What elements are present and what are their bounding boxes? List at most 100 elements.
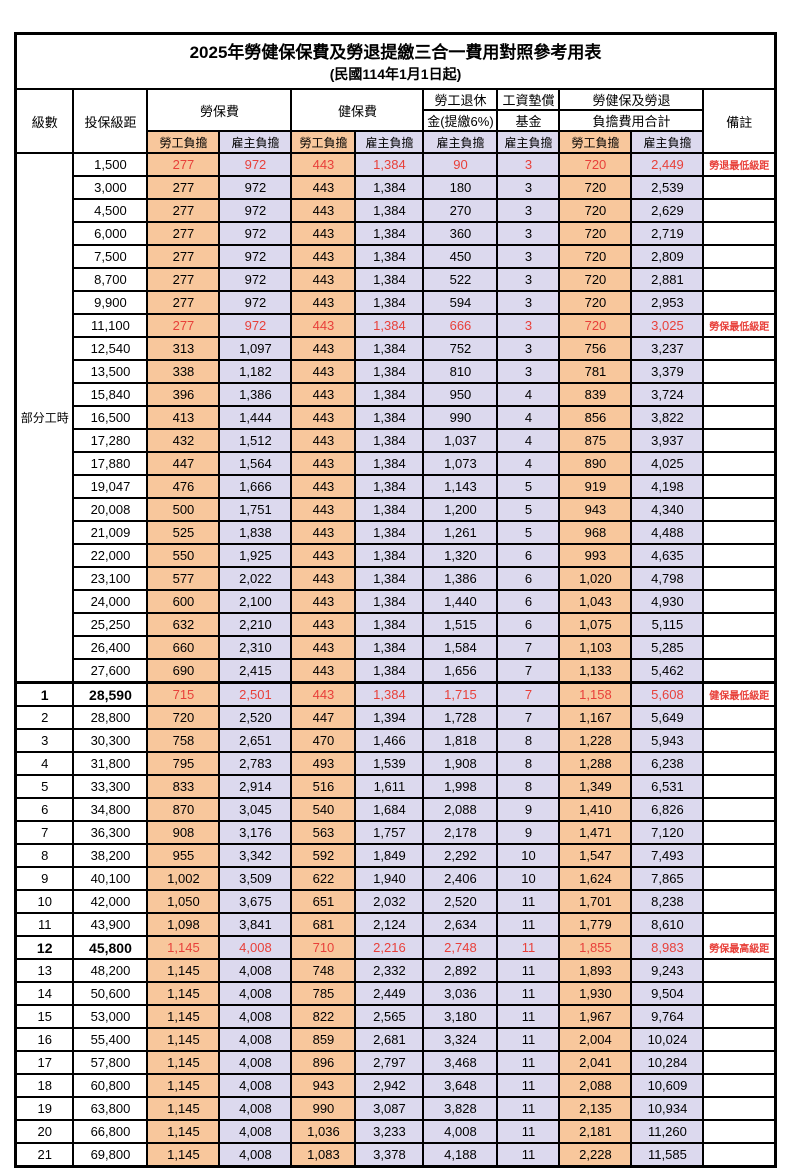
total-self-cell: 720 (558, 221, 633, 246)
health-self-cell: 990 (290, 1096, 357, 1121)
health-employer-cell: 3,378 (354, 1142, 425, 1168)
health-employer-cell: 1,384 (354, 313, 425, 338)
health-employer-cell: 2,681 (354, 1027, 425, 1052)
wage-fund-employer-cell: 3 (496, 152, 561, 177)
health-self-cell: 443 (290, 221, 357, 246)
health-self-cell: 443 (290, 175, 357, 200)
total-employer-cell: 2,953 (630, 290, 705, 315)
bracket-cell: 26,400 (72, 635, 149, 660)
labor-self-cell: 447 (146, 451, 221, 476)
labor-employer-cell: 4,008 (218, 935, 293, 960)
wage-fund-employer-cell: 3 (496, 198, 561, 223)
table-row: 19 63,800 1,145 4,008 990 3,087 3,828 11… (14, 1096, 777, 1121)
bracket-cell: 4,500 (72, 198, 149, 223)
header-note: 備註 (702, 88, 777, 154)
note-cell (702, 290, 777, 315)
bracket-cell: 24,000 (72, 589, 149, 614)
pension-employer-cell: 950 (422, 382, 499, 407)
note-cell (702, 843, 777, 868)
header-bracket: 投保級距 (72, 88, 149, 154)
total-self-cell: 1,228 (558, 728, 633, 753)
subheader-health-self: 勞工負擔 (290, 130, 357, 154)
table-row: 25,250 632 2,210 443 1,384 1,515 6 1,075… (15, 612, 777, 637)
pension-employer-cell: 1,261 (422, 520, 499, 545)
wage-fund-employer-cell: 3 (496, 175, 561, 200)
header-total-line2: 負擔費用合計 (558, 109, 705, 132)
pension-employer-cell: 3,648 (422, 1073, 499, 1098)
total-employer-cell: 7,865 (630, 866, 705, 891)
health-employer-cell: 3,233 (354, 1119, 425, 1144)
level-cell: 1 (14, 681, 75, 707)
labor-self-cell: 277 (146, 244, 221, 269)
health-employer-cell: 1,384 (354, 589, 425, 614)
total-employer-cell: 5,943 (630, 728, 705, 753)
table-row: 11 43,900 1,098 3,841 681 2,124 2,634 11… (14, 912, 777, 937)
note-cell: 健保最低級距 (702, 681, 777, 707)
health-self-cell: 516 (290, 774, 357, 799)
table-row: 22,000 550 1,925 443 1,384 1,320 6 993 4… (15, 543, 777, 568)
note-cell (702, 1027, 777, 1052)
labor-self-cell: 1,145 (146, 1050, 221, 1075)
wage-fund-employer-cell: 11 (496, 1027, 561, 1052)
pension-employer-cell: 270 (422, 198, 499, 223)
note-cell (702, 382, 777, 407)
pension-employer-cell: 3,036 (422, 981, 499, 1006)
labor-self-cell: 690 (146, 658, 221, 684)
bracket-cell: 57,800 (72, 1050, 149, 1075)
note-cell (702, 566, 777, 591)
bracket-cell: 38,200 (72, 843, 149, 868)
bracket-cell: 16,500 (72, 405, 149, 430)
health-employer-cell: 1,466 (354, 728, 425, 753)
labor-employer-cell: 1,925 (218, 543, 293, 568)
pension-employer-cell: 752 (422, 336, 499, 361)
total-employer-cell: 10,609 (630, 1073, 705, 1098)
wage-fund-employer-cell: 6 (496, 566, 561, 591)
health-self-cell: 443 (290, 382, 357, 407)
pension-employer-cell: 1,656 (422, 658, 499, 684)
labor-self-cell: 277 (146, 198, 221, 223)
level-cell: 16 (14, 1027, 75, 1052)
total-self-cell: 890 (558, 451, 633, 476)
pension-employer-cell: 2,892 (422, 958, 499, 983)
pension-employer-cell: 1,715 (422, 681, 499, 707)
health-employer-cell: 2,332 (354, 958, 425, 983)
table-row: 8 38,200 955 3,342 592 1,849 2,292 10 1,… (14, 843, 777, 868)
labor-self-cell: 277 (146, 313, 221, 338)
wage-fund-employer-cell: 8 (496, 774, 561, 799)
table-body: 部分工時 1,500 277 972 443 1,384 90 3 720 2,… (14, 152, 777, 1168)
total-self-cell: 756 (558, 336, 633, 361)
health-employer-cell: 1,384 (354, 175, 425, 200)
labor-employer-cell: 2,520 (218, 705, 293, 730)
labor-self-cell: 396 (146, 382, 221, 407)
pension-employer-cell: 1,584 (422, 635, 499, 660)
labor-employer-cell: 3,342 (218, 843, 293, 868)
note-cell: 勞退最低級距 (702, 152, 777, 177)
health-employer-cell: 2,449 (354, 981, 425, 1006)
labor-self-cell: 1,145 (146, 1096, 221, 1121)
wage-fund-employer-cell: 4 (496, 382, 561, 407)
table-row: 7 36,300 908 3,176 563 1,757 2,178 9 1,4… (14, 820, 777, 845)
subheader-labor-self: 勞工負擔 (146, 130, 221, 154)
total-self-cell: 720 (558, 244, 633, 269)
health-self-cell: 443 (290, 359, 357, 384)
pension-employer-cell: 1,143 (422, 474, 499, 499)
labor-employer-cell: 2,501 (218, 681, 293, 707)
labor-employer-cell: 4,008 (218, 1004, 293, 1029)
wage-fund-employer-cell: 3 (496, 313, 561, 338)
total-self-cell: 1,288 (558, 751, 633, 776)
bracket-cell: 60,800 (72, 1073, 149, 1098)
total-employer-cell: 5,649 (630, 705, 705, 730)
total-employer-cell: 2,809 (630, 244, 705, 269)
level-cell: 10 (14, 889, 75, 914)
bracket-cell: 31,800 (72, 751, 149, 776)
total-self-cell: 2,228 (558, 1142, 633, 1168)
total-employer-cell: 9,504 (630, 981, 705, 1006)
level-cell: 3 (14, 728, 75, 753)
total-self-cell: 1,158 (558, 681, 633, 707)
health-self-cell: 443 (290, 497, 357, 522)
bracket-cell: 27,600 (72, 658, 149, 684)
labor-self-cell: 715 (146, 681, 221, 707)
labor-self-cell: 277 (146, 152, 221, 177)
bracket-cell: 12,540 (72, 336, 149, 361)
total-employer-cell: 2,629 (630, 198, 705, 223)
